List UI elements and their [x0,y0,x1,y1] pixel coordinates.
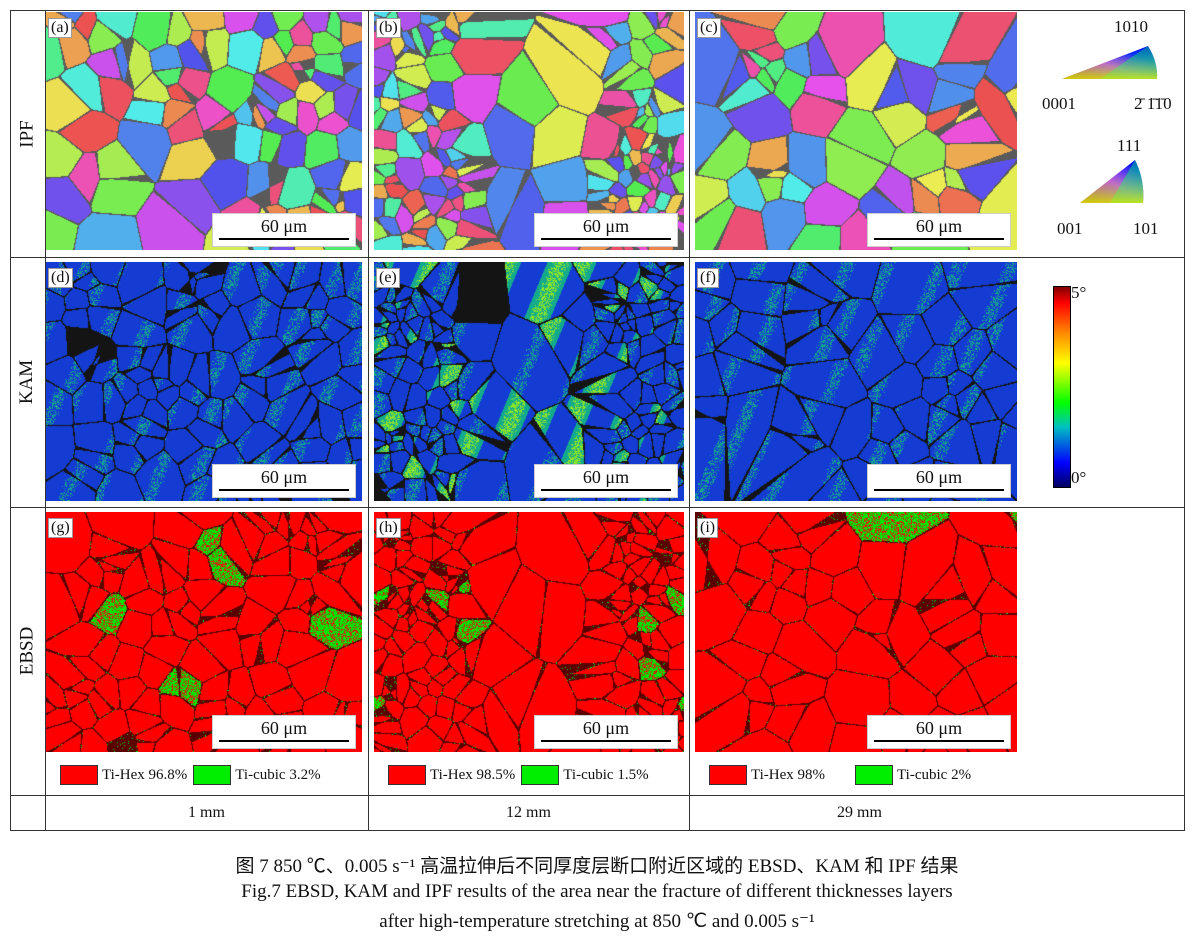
phase-swatch-cubic [193,765,232,785]
panel-label: (f) [697,268,719,288]
micrograph-ipf [46,12,362,250]
scale-bar: 60 μm [212,213,356,247]
row-label-ebsd: EBSD [10,507,45,795]
scale-bar-line [219,489,349,491]
row-label-text: KAM [16,359,38,405]
scale-bar: 60 μm [534,715,678,749]
table-border [10,830,1185,831]
ipf-key-label: 111 [1117,136,1142,155]
micrograph-ebsd [46,512,362,752]
scale-bar-line [219,238,349,240]
scale-bar-label: 60 μm [260,467,308,487]
scale-bar-line [541,238,671,240]
micrograph-kam [46,262,362,501]
phase-legend: Ti-Hex 96.8% Ti-cubic 3.2% [60,765,321,785]
table-border [10,795,1185,796]
micrograph-ebsd [374,512,684,752]
ipf-key-label: 0001 [1042,94,1076,113]
panel-label: (d) [48,268,73,288]
scale-bar-label: 60 μm [915,467,963,487]
caption-en-line1: Fig.7 EBSD, KAM and IPF results of the a… [241,881,953,902]
micrograph-kam [695,262,1017,501]
ipf-key-label: 2̄ 1̄1̄0 [1134,94,1172,113]
scale-bar-label: 60 μm [260,216,308,236]
kam-colorbar [1053,286,1071,488]
table-border [1184,10,1185,830]
kam-min-label: 0° [1071,468,1087,487]
ipf-key-label: 101 [1133,219,1159,238]
phase-swatch-cubic [855,765,894,785]
table-border [10,507,1185,508]
phase-label-hex: Ti-Hex 98% [751,766,826,783]
scale-bar: 60 μm [534,464,678,498]
panel-label: (h) [376,518,401,538]
ipf-key-label: 001 [1057,219,1083,238]
table-border [45,10,46,830]
ipf-key-cubic-triangle [1080,160,1144,203]
row-label-ipf: IPF [10,10,45,257]
scale-bar: 60 μm [212,715,356,749]
panel-label: (g) [48,518,73,538]
panel-label: (b) [376,18,401,38]
scale-bar-line [874,238,1004,240]
table-border [10,10,11,830]
row-label-kam: KAM [10,257,45,507]
row-label-text: EBSD [16,626,38,676]
phase-legend: Ti-Hex 98.5% Ti-cubic 1.5% [388,765,649,785]
scale-bar: 60 μm [212,464,356,498]
panel-label: (e) [376,268,400,288]
row-label-text: IPF [16,119,38,148]
phase-swatch-hex [388,765,426,785]
scale-bar-label: 60 μm [582,216,630,236]
ipf-key-label: 1010 [1114,17,1148,36]
scale-bar-label: 60 μm [582,718,630,738]
micrograph-ipf [695,12,1017,250]
phase-label-hex: Ti-Hex 98.5% [430,766,516,783]
kam-max-label: 5° [1071,283,1087,302]
panel-label: (c) [697,18,721,38]
phase-label-hex: Ti-Hex 96.8% [102,766,188,783]
phase-swatch-hex [709,765,747,785]
table-border [10,10,1185,11]
scale-bar-label: 60 μm [260,718,308,738]
scale-bar-label: 60 μm [915,718,963,738]
ipf-key-hcp-triangle [1062,46,1158,79]
phase-swatch-hex [60,765,98,785]
phase-label-cubic: Ti-cubic 2% [897,766,972,783]
scale-bar-line [874,740,1004,742]
column-label: 29 mm [837,803,882,821]
scale-bar: 60 μm [867,715,1011,749]
scale-bar-label: 60 μm [582,467,630,487]
phase-label-cubic: Ti-cubic 3.2% [235,766,321,783]
scale-bar: 60 μm [534,213,678,247]
column-label: 12 mm [506,803,551,821]
phase-swatch-cubic [521,765,560,785]
scale-bar: 60 μm [867,464,1011,498]
scale-bar-label: 60 μm [915,216,963,236]
column-label: 1 mm [188,803,225,821]
caption-en-line2: after high-temperature stretching at 850… [379,911,815,932]
caption-zh: 图 7 850 ℃、0.005 s⁻¹ 高温拉伸后不同厚度层断口附近区域的 EB… [235,856,959,877]
scale-bar-line [874,489,1004,491]
panel-label: (a) [48,18,72,38]
panel-label: (i) [697,518,719,538]
scale-bar-line [541,489,671,491]
micrograph-kam [374,262,684,501]
table-border [10,257,1185,258]
scale-bar-line [541,740,671,742]
table-border [368,10,369,830]
table-border [689,10,690,830]
scale-bar-line [219,740,349,742]
phase-legend: Ti-Hex 98% Ti-cubic 2% [709,765,971,785]
phase-label-cubic: Ti-cubic 1.5% [563,766,649,783]
micrograph-ebsd [695,512,1017,752]
scale-bar: 60 μm [867,213,1011,247]
micrograph-ipf [374,12,684,250]
